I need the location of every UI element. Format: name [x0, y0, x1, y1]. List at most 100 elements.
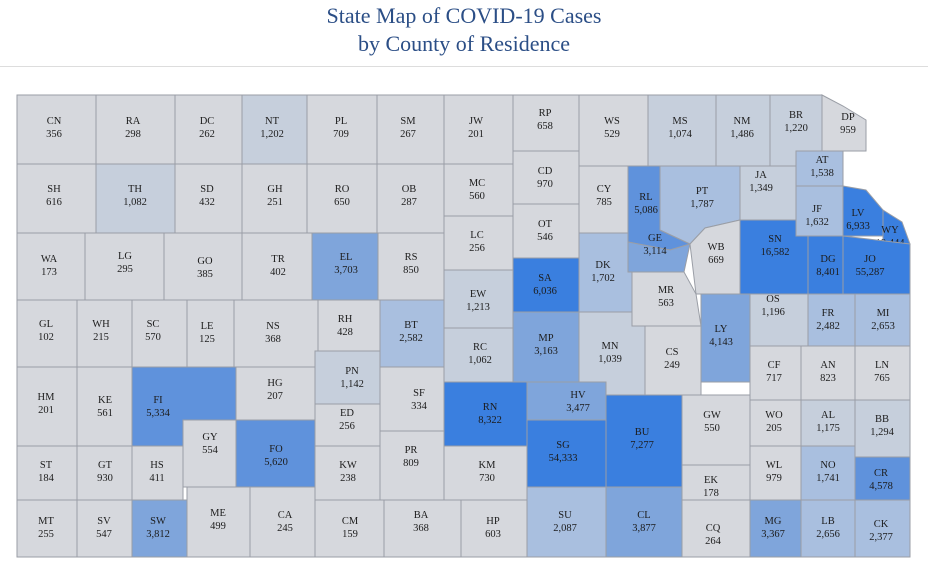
- county-shape-dp[interactable]: [821, 94, 867, 152]
- county-gh[interactable]: GH 251: [241, 163, 308, 234]
- county-ed[interactable]: ED 256: [314, 403, 381, 447]
- county-kw[interactable]: KW 238: [314, 445, 381, 501]
- county-rn[interactable]: RN 8,322: [443, 381, 528, 447]
- county-dc[interactable]: DC 262: [174, 94, 243, 165]
- county-mi[interactable]: MI 2,653: [854, 293, 911, 347]
- county-cm[interactable]: CM 159: [314, 499, 385, 558]
- county-nm[interactable]: NM 1,486: [715, 94, 771, 167]
- county-ra[interactable]: RA 298: [95, 94, 176, 165]
- county-me[interactable]: ME 499: [186, 486, 251, 558]
- county-os[interactable]: OS 1,196: [749, 293, 809, 347]
- county-wl[interactable]: WL 979: [749, 445, 802, 501]
- county-gt[interactable]: GT 930: [76, 445, 133, 501]
- county-sh[interactable]: SH 616: [16, 163, 97, 234]
- county-le[interactable]: LE 125: [186, 299, 235, 368]
- county-rc[interactable]: RC 1,062: [443, 327, 514, 383]
- county-dk[interactable]: DK 1,702: [578, 232, 633, 313]
- county-shape-fr[interactable]: [807, 293, 856, 347]
- county-go[interactable]: GO 385: [163, 232, 243, 301]
- county-gl[interactable]: GL 102: [16, 299, 78, 368]
- county-cf[interactable]: CF 717: [749, 345, 802, 401]
- county-cn[interactable]: CN 356: [16, 94, 97, 165]
- county-ck[interactable]: CK 2,377: [854, 499, 911, 558]
- county-cs[interactable]: CS 249: [644, 325, 702, 396]
- county-dp[interactable]: DP 959: [821, 94, 867, 152]
- county-ot[interactable]: OT 546: [512, 203, 580, 259]
- county-su[interactable]: SU 2,087: [526, 486, 607, 558]
- county-wa[interactable]: WA 173: [16, 232, 86, 301]
- county-st[interactable]: ST 184: [16, 445, 78, 501]
- county-jo[interactable]: JO 55,287: [842, 235, 911, 295]
- county-rs[interactable]: RS 850: [377, 232, 445, 301]
- county-ba[interactable]: BA 368: [383, 499, 462, 558]
- county-rh[interactable]: RH 428: [317, 299, 381, 352]
- county-mg[interactable]: MG 3,367: [749, 499, 802, 558]
- county-pr[interactable]: PR 809: [379, 430, 445, 501]
- county-lg[interactable]: LG 295: [84, 232, 165, 301]
- county-gy[interactable]: GY 554: [182, 419, 237, 488]
- county-shape-su[interactable]: [526, 486, 607, 558]
- county-bu[interactable]: BU 7,277: [605, 394, 683, 488]
- county-jw[interactable]: JW 201: [443, 94, 514, 165]
- county-tr[interactable]: TR 402: [241, 232, 313, 301]
- county-wh[interactable]: WH 215: [76, 299, 133, 368]
- county-lb[interactable]: LB 2,656: [800, 499, 856, 558]
- county-el[interactable]: EL 3,703: [311, 232, 379, 301]
- county-jf[interactable]: JF 1,632: [795, 185, 844, 237]
- county-no[interactable]: NO 1,741: [800, 445, 856, 501]
- county-shape-sa[interactable]: [512, 257, 580, 313]
- county-cd[interactable]: CD 970: [512, 150, 580, 205]
- county-at[interactable]: AT 1,538: [795, 150, 844, 187]
- county-shape-cl[interactable]: [605, 486, 683, 558]
- county-cq[interactable]: CQ 264: [681, 499, 751, 558]
- county-shape-ot[interactable]: [512, 203, 580, 259]
- county-ca[interactable]: CA 245: [249, 486, 316, 558]
- county-th[interactable]: TH 1,082: [95, 163, 176, 234]
- county-shape-dg[interactable]: [807, 235, 844, 295]
- county-bb[interactable]: BB 1,294: [854, 399, 911, 458]
- county-ms[interactable]: MS 1,074: [647, 94, 717, 167]
- county-cr[interactable]: CR 4,578: [854, 456, 911, 501]
- county-shape-mc[interactable]: [443, 163, 514, 217]
- county-ek[interactable]: EK 178: [681, 464, 751, 501]
- county-ly[interactable]: LY 4,143: [700, 293, 751, 383]
- county-dg[interactable]: DG 8,401: [807, 235, 844, 295]
- county-ew[interactable]: EW 1,213: [443, 269, 514, 329]
- county-hs[interactable]: HS 411: [131, 445, 184, 501]
- county-ln[interactable]: LN 765: [854, 345, 911, 401]
- county-sw[interactable]: SW 3,812: [131, 499, 188, 558]
- county-cl[interactable]: CL 3,877: [605, 486, 683, 558]
- county-sf[interactable]: SF 334: [379, 366, 445, 432]
- county-an[interactable]: AN 823: [800, 345, 856, 401]
- county-sg[interactable]: SG 54,333: [526, 419, 607, 488]
- county-sd[interactable]: SD 432: [174, 163, 243, 234]
- county-hg[interactable]: HG 207: [235, 366, 316, 421]
- county-ke[interactable]: KE 561: [76, 366, 133, 447]
- county-shape-hv[interactable]: [526, 381, 607, 421]
- county-wo[interactable]: WO 205: [749, 399, 802, 447]
- county-km[interactable]: KM 730: [443, 445, 528, 501]
- county-mr[interactable]: MR 563: [631, 271, 702, 327]
- county-sv[interactable]: SV 547: [76, 499, 133, 558]
- county-hm[interactable]: HM 201: [16, 366, 78, 447]
- county-shape-jo[interactable]: [842, 235, 911, 295]
- county-shape-cd[interactable]: [512, 150, 580, 205]
- county-shape-ke[interactable]: [76, 366, 133, 447]
- county-mt[interactable]: MT 255: [16, 499, 78, 558]
- county-hp[interactable]: HP 603: [460, 499, 528, 558]
- county-mp[interactable]: MP 3,163: [512, 311, 580, 383]
- county-fo[interactable]: FO 5,620: [235, 419, 316, 488]
- county-bt[interactable]: BT 2,582: [379, 299, 445, 368]
- county-shape-rn[interactable]: [443, 381, 528, 447]
- county-cy[interactable]: CY 785: [578, 165, 629, 234]
- county-rp[interactable]: RP 658: [512, 94, 580, 152]
- county-ns[interactable]: NS 368: [233, 299, 319, 368]
- county-shape-ck[interactable]: [854, 499, 911, 558]
- county-nt[interactable]: NT 1,202: [241, 94, 308, 165]
- county-sm[interactable]: SM 267: [376, 94, 445, 165]
- county-shape-rh[interactable]: [317, 299, 381, 352]
- county-ja[interactable]: JA 1,349: [739, 165, 797, 221]
- county-ge[interactable]: GE 3,114: [627, 233, 691, 273]
- county-sa[interactable]: SA 6,036: [512, 257, 580, 313]
- county-al[interactable]: AL 1,175: [800, 399, 856, 447]
